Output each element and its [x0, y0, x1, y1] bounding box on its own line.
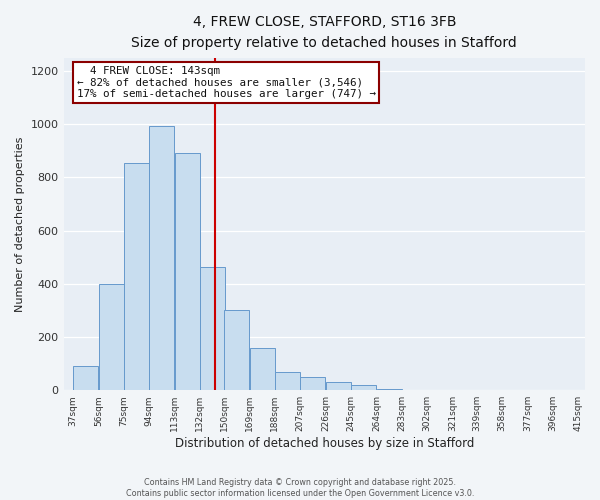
- Bar: [250, 348, 275, 390]
- Bar: [326, 382, 351, 390]
- Bar: [351, 386, 376, 390]
- Bar: [224, 310, 249, 390]
- Bar: [200, 266, 225, 390]
- Bar: [98, 284, 124, 390]
- Y-axis label: Number of detached properties: Number of detached properties: [15, 136, 25, 312]
- Bar: [175, 154, 200, 390]
- Bar: [275, 372, 300, 390]
- Bar: [124, 163, 149, 390]
- Bar: [301, 377, 325, 390]
- X-axis label: Distribution of detached houses by size in Stafford: Distribution of detached houses by size …: [175, 437, 474, 450]
- Bar: [73, 366, 98, 390]
- Title: 4, FREW CLOSE, STAFFORD, ST16 3FB
Size of property relative to detached houses i: 4, FREW CLOSE, STAFFORD, ST16 3FB Size o…: [131, 15, 517, 50]
- Text: 4 FREW CLOSE: 143sqm  
← 82% of detached houses are smaller (3,546)
17% of semi-: 4 FREW CLOSE: 143sqm ← 82% of detached h…: [77, 66, 376, 99]
- Text: Contains HM Land Registry data © Crown copyright and database right 2025.
Contai: Contains HM Land Registry data © Crown c…: [126, 478, 474, 498]
- Bar: [149, 126, 175, 390]
- Bar: [377, 389, 401, 390]
